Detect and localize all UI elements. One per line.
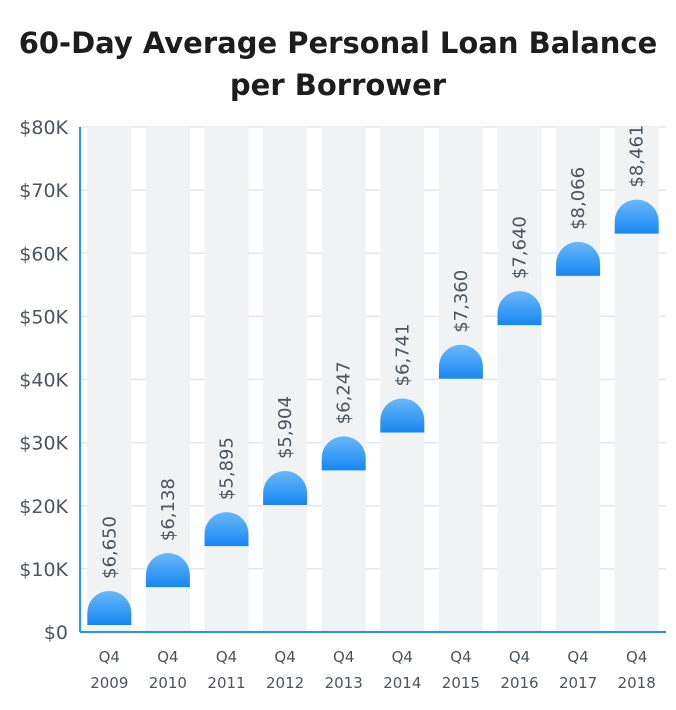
bar	[145, 553, 190, 588]
bar-value-label: $7,640	[510, 216, 531, 279]
bar	[438, 344, 483, 379]
y-tick-label: $30K	[19, 433, 68, 455]
y-tick-label: $80K	[19, 117, 68, 139]
x-tick-label-year: 2013	[325, 674, 363, 692]
x-tick-label-quarter: Q4	[99, 648, 120, 666]
bar	[556, 241, 601, 276]
x-tick-label-year: 2016	[500, 674, 538, 692]
chart-title: 60-Day Average Personal Loan Balance per…	[0, 22, 676, 106]
x-tick-label-year: 2014	[383, 674, 421, 692]
bar	[497, 291, 542, 326]
bar	[321, 436, 366, 471]
x-tick-label-quarter: Q4	[626, 648, 647, 666]
bar-track	[438, 127, 483, 632]
bar-track	[321, 127, 366, 632]
y-tick-label: $70K	[19, 180, 68, 202]
chart-title-line-1: 60-Day Average Personal Loan Balance	[18, 26, 658, 60]
x-tick-label-quarter: Q4	[509, 648, 530, 666]
x-tick-label-quarter: Q4	[392, 648, 413, 666]
x-tick-label-year: 2017	[559, 674, 597, 692]
y-tick-label: $60K	[19, 243, 68, 265]
bar-track	[556, 127, 601, 632]
bar-value-label: $6,650	[99, 516, 120, 579]
y-tick-label: $10K	[19, 559, 68, 581]
bar-value-label: $5,904	[275, 396, 296, 459]
bar-track	[145, 127, 190, 632]
bar-value-label: $6,247	[334, 361, 355, 424]
bar-track	[380, 127, 425, 632]
bar-value-label: $7,360	[451, 270, 472, 333]
bar-value-label: $8,461	[627, 125, 648, 188]
bar-value-label: $6,138	[158, 478, 179, 541]
bar-value-label: $6,741	[392, 323, 413, 386]
chart-title-line-2: per Borrower	[229, 68, 447, 102]
y-tick-label: $50K	[19, 306, 68, 328]
x-tick-label-year: 2015	[442, 674, 480, 692]
x-tick-label-quarter: Q4	[567, 648, 588, 666]
bar-track	[497, 127, 542, 632]
bar	[380, 398, 425, 433]
axes	[79, 127, 666, 633]
y-tick-label: $40K	[19, 370, 68, 392]
bar-track	[87, 127, 132, 632]
bar-track	[204, 127, 249, 632]
x-tick-label-quarter: Q4	[450, 648, 471, 666]
bar	[263, 471, 308, 506]
x-tick-label-quarter: Q4	[274, 648, 295, 666]
x-tick-label-year: 2010	[149, 674, 187, 692]
y-tick-label: $20K	[19, 496, 68, 518]
x-tick-label-year: 2009	[90, 674, 128, 692]
bar	[614, 199, 659, 234]
x-tick-label-quarter: Q4	[333, 648, 354, 666]
bar	[204, 512, 249, 547]
x-tick-label-year: 2018	[618, 674, 656, 692]
x-tick-label-quarter: Q4	[216, 648, 237, 666]
bar-value-label: $5,895	[217, 437, 238, 500]
bar	[87, 590, 132, 625]
x-tick-label-quarter: Q4	[157, 648, 178, 666]
bar-value-label: $8,066	[568, 167, 589, 230]
y-tick-label: $0	[44, 622, 68, 644]
bar-track	[263, 127, 308, 632]
x-tick-label-year: 2012	[266, 674, 304, 692]
x-tick-label-year: 2011	[207, 674, 245, 692]
bars	[87, 127, 659, 632]
labels: $0 $10K $20K $30K $40K $50K $60K $70K $80K $6,650…	[19, 117, 656, 692]
